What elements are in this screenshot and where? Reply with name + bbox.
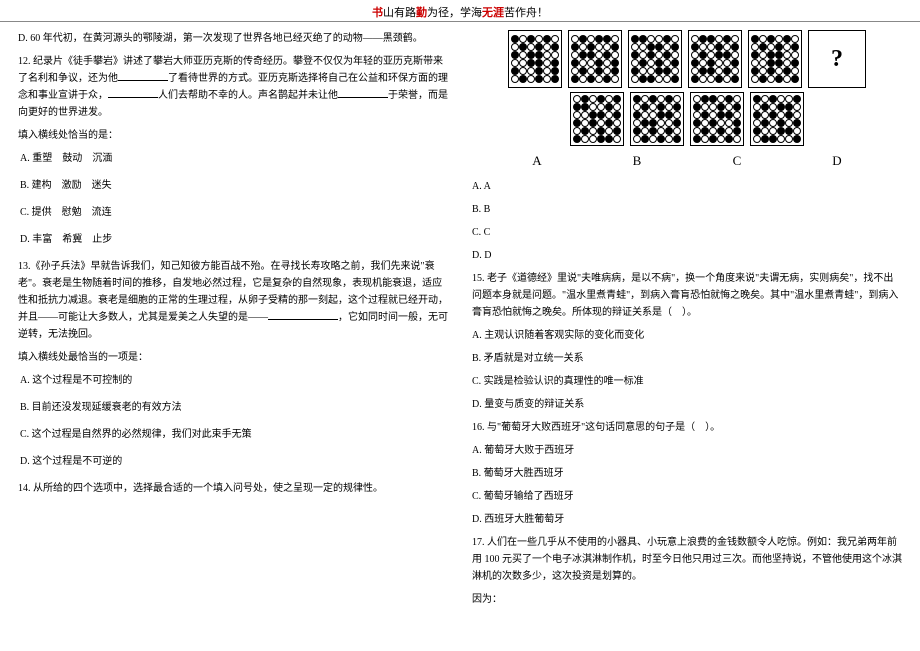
- blank: [118, 72, 168, 81]
- q16-option-a: A. 葡萄牙大败于西班牙: [472, 442, 902, 459]
- pattern-grid: [628, 30, 682, 88]
- q14-option-a: A. A: [472, 178, 902, 195]
- q13-option-d: D. 这个过程是不可逆的: [20, 453, 448, 470]
- q15-stem: 15. 老子《道德经》里说"夫唯病病，是以不病"，换一个角度来说"夫谓无病，实则…: [472, 270, 902, 321]
- q17-reason: 因为：: [472, 591, 902, 608]
- q12-option-b: B. 建构 激励 迷失: [20, 177, 448, 194]
- q12-option-a: A. 重塑 鼓动 沉湎: [20, 150, 448, 167]
- q12-prompt: 填入横线处恰当的是：: [18, 127, 448, 144]
- q15-option-c: C. 实践是检验认识的真理性的唯一标准: [472, 373, 902, 390]
- pattern-grid: [688, 30, 742, 88]
- q15-option-b: B. 矛盾就是对立统一关系: [472, 350, 902, 367]
- pattern-grid: [568, 30, 622, 88]
- header-text-4: 为径，学海: [427, 7, 482, 19]
- q13-stem: 13.《孙子兵法》早就告诉我们，知己知彼方能百战不殆。在寻找长寿攻略之前，我们先…: [18, 258, 448, 343]
- q12-option-c: C. 提供 慰勉 流连: [20, 204, 448, 221]
- q14-pattern-row-bottom: [472, 92, 902, 146]
- pattern-grid: [750, 92, 804, 146]
- q17-stem: 17. 人们在一些几乎从不使用的小器具、小玩意上浪费的金钱数额令人吃惊。例如：我…: [472, 534, 902, 585]
- header-text-6: 苦作舟！: [504, 7, 548, 19]
- pattern-grid: [508, 30, 562, 88]
- header-text-1: 书: [372, 7, 383, 19]
- question-mark-box: ?: [808, 30, 866, 88]
- right-column: ? A B C D A. A B. B C. C D. D 15. 老子《道德经…: [460, 22, 920, 651]
- label-a: A: [511, 150, 563, 172]
- q13-prompt: 填入横线处最恰当的一项是：: [18, 349, 448, 366]
- label-c: C: [711, 150, 763, 172]
- q14-option-c: C. C: [472, 224, 902, 241]
- q16-stem: 16. 与"葡萄牙大败西班牙"这句话同意思的句子是（ ）。: [472, 419, 902, 436]
- q14-pattern-row-top: ?: [472, 30, 902, 88]
- page-header: 书山有路勤为径，学海无涯苦作舟！: [0, 0, 920, 22]
- q12-stem-part3: 人们去帮助不幸的人。声名鹊起并未让他: [158, 90, 338, 101]
- blank: [338, 89, 388, 98]
- pattern-grid: [630, 92, 684, 146]
- q12-stem: 12. 纪录片《徒手攀岩》讲述了攀岩大师亚历克斯的传奇经历。攀登不仅仅为年轻的亚…: [18, 53, 448, 121]
- q13-option-c: C. 这个过程是自然界的必然规律，我们对此束手无策: [20, 426, 448, 443]
- q15-option-a: A. 主观认识随着客观实际的变化而变化: [472, 327, 902, 344]
- q11-option-d: D. 60 年代初，在黄河源头的鄂陵湖，第一次发现了世界各地已经灭绝了的动物——…: [18, 30, 448, 47]
- q12-option-d: D. 丰富 希冀 止步: [20, 231, 448, 248]
- pattern-grid: [690, 92, 744, 146]
- q15-option-d: D. 量变与质变的辩证关系: [472, 396, 902, 413]
- q14-answer-labels: A B C D: [472, 150, 902, 172]
- q14-option-b: B. B: [472, 201, 902, 218]
- pattern-grid: [748, 30, 802, 88]
- question-mark-icon: ?: [811, 33, 863, 85]
- header-text-5: 无涯: [482, 7, 504, 19]
- left-column: D. 60 年代初，在黄河源头的鄂陵湖，第一次发现了世界各地已经灭绝了的动物——…: [0, 22, 460, 651]
- q14-option-d: D. D: [472, 247, 902, 264]
- header-text-3: 勤: [416, 7, 427, 19]
- q13-option-b: B. 目前还没发现延缓衰老的有效方法: [20, 399, 448, 416]
- blank: [268, 311, 338, 320]
- header-text-2: 山有路: [383, 7, 416, 19]
- q14-stem: 14. 从所给的四个选项中，选择最合适的一个填入问号处，使之呈现一定的规律性。: [18, 480, 448, 497]
- q13-option-a: A. 这个过程是不可控制的: [20, 372, 448, 389]
- label-b: B: [611, 150, 663, 172]
- q16-option-d: D. 西班牙大胜葡萄牙: [472, 511, 902, 528]
- pattern-grid: [570, 92, 624, 146]
- content-columns: D. 60 年代初，在黄河源头的鄂陵湖，第一次发现了世界各地已经灭绝了的动物——…: [0, 22, 920, 651]
- blank: [108, 89, 158, 98]
- label-d: D: [811, 150, 863, 172]
- q16-option-c: C. 葡萄牙输给了西班牙: [472, 488, 902, 505]
- q16-option-b: B. 葡萄牙大胜西班牙: [472, 465, 902, 482]
